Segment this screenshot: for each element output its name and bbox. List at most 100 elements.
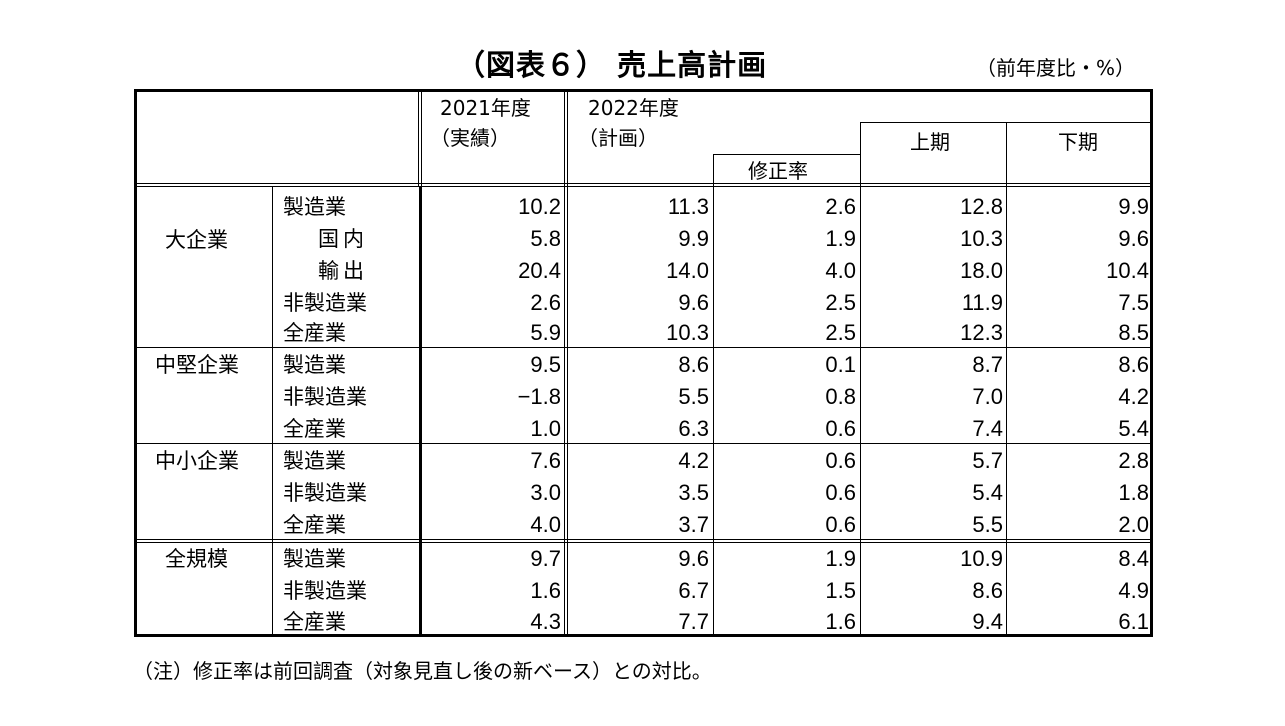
first-half-value: 10.3 (960, 226, 1003, 251)
first-half-value: 8.7 (972, 352, 1003, 377)
first-half-value: 5.4 (972, 480, 1003, 505)
second-half-value: 5.4 (1118, 416, 1149, 441)
fy2021-value: 1.0 (530, 416, 561, 441)
fy2021-value: 9.5 (530, 352, 561, 377)
first-half-value: 5.5 (972, 512, 1003, 537)
revision-value: 2.6 (825, 194, 856, 219)
second-half-value: 6.1 (1118, 609, 1149, 634)
revision-value: 0.6 (825, 416, 856, 441)
revision-value: 0.6 (825, 480, 856, 505)
first-half-value: 5.7 (972, 448, 1003, 473)
col-divider-second-half (1006, 122, 1007, 637)
fy2022-value: 9.9 (678, 226, 709, 251)
sector-label: 非製造業 (283, 291, 367, 315)
group-label: 全規模 (165, 547, 228, 571)
second-half-value: 8.6 (1118, 352, 1149, 377)
first-half-value: 7.4 (972, 416, 1003, 441)
revision-header-top-rule (713, 154, 860, 155)
fy2022-value: 3.5 (678, 480, 709, 505)
sector-label: 製造業 (283, 547, 346, 571)
first-half-value: 18.0 (960, 258, 1003, 283)
sector-label: 国内 (318, 227, 368, 251)
fy2022-value: 7.7 (678, 609, 709, 634)
second-half-value: 9.6 (1118, 226, 1149, 251)
revision-value: 1.5 (825, 578, 856, 603)
sector-label: 全産業 (283, 610, 346, 634)
group-label: 中小企業 (155, 449, 239, 473)
sector-label: 全産業 (283, 321, 346, 345)
col-divider-2022-left-2 (567, 89, 568, 637)
fy2021-value: −1.8 (517, 384, 561, 409)
revision-value: 1.9 (825, 226, 856, 251)
header-bottom-rule-2 (134, 186, 1153, 187)
header-2022-plan: （計画） (578, 126, 658, 150)
revision-value: 1.9 (825, 546, 856, 571)
fy2022-value: 9.6 (678, 546, 709, 571)
second-half-value: 9.9 (1118, 194, 1149, 219)
fy2021-value: 5.8 (530, 226, 561, 251)
first-half-value: 7.0 (972, 384, 1003, 409)
fy2021-value: 20.4 (518, 258, 561, 283)
group-separator-1 (134, 347, 1153, 348)
revision-value: 0.6 (825, 512, 856, 537)
fy2021-value: 4.0 (530, 512, 561, 537)
sector-label: 非製造業 (283, 481, 367, 505)
second-half-value: 10.4 (1106, 258, 1149, 283)
fy2021-value: 2.6 (530, 290, 561, 315)
sector-label: 輸出 (318, 259, 368, 283)
sector-label: 非製造業 (283, 385, 367, 409)
group-separator-2 (134, 443, 1153, 444)
unit-label: （前年度比・%） (976, 56, 1136, 80)
sales-plan-table (134, 89, 1153, 637)
sector-label: 全産業 (283, 417, 346, 441)
second-half-value: 2.8 (1118, 448, 1149, 473)
group-label: 中堅企業 (155, 353, 239, 377)
second-half-value: 4.9 (1118, 578, 1149, 603)
first-half-value: 12.8 (960, 194, 1003, 219)
second-half-value: 2.0 (1118, 512, 1149, 537)
sector-label: 全産業 (283, 513, 346, 537)
col-divider-group (272, 187, 273, 637)
header-revision-rate: 修正率 (748, 159, 808, 183)
revision-value: 4.0 (825, 258, 856, 283)
col-divider-2021-left (418, 89, 419, 186)
second-half-value: 8.4 (1118, 546, 1149, 571)
sector-label: 製造業 (283, 449, 346, 473)
fy2021-value: 5.9 (530, 320, 561, 345)
col-divider-first-half (860, 122, 861, 637)
fy2021-value: 7.6 (530, 448, 561, 473)
header-second-half: 下期 (1058, 130, 1098, 154)
first-half-value: 9.4 (972, 609, 1003, 634)
col-divider-2021-left-thick (419, 187, 422, 637)
group-separator-3b (134, 542, 1153, 543)
header-2022-year: 2022年度 (588, 96, 679, 120)
col-divider-2022-left (564, 89, 565, 637)
first-half-value: 12.3 (960, 320, 1003, 345)
fy2022-value: 10.3 (666, 320, 709, 345)
fy2021-value: 3.0 (530, 480, 561, 505)
fy2022-value: 6.3 (678, 416, 709, 441)
fy2022-value: 4.2 (678, 448, 709, 473)
second-half-value: 1.8 (1118, 480, 1149, 505)
header-2021-actual: （実績） (430, 126, 510, 150)
fy2022-value: 3.7 (678, 512, 709, 537)
revision-value: 2.5 (825, 290, 856, 315)
sector-label: 製造業 (283, 195, 346, 219)
header-bottom-rule (134, 183, 1153, 184)
footnote: （注）修正率は前回調査（対象見直し後の新ベース）との対比。 (133, 659, 712, 683)
second-half-value: 8.5 (1118, 320, 1149, 345)
fy2021-value: 9.7 (530, 546, 561, 571)
first-half-value: 11.9 (961, 290, 1003, 315)
revision-value: 0.8 (825, 384, 856, 409)
fy2022-value: 9.6 (678, 290, 709, 315)
first-half-value: 8.6 (972, 578, 1003, 603)
col-divider-revision (713, 154, 714, 637)
table-title: （図表６） 売上高計画 (456, 48, 768, 82)
revision-value: 0.6 (825, 448, 856, 473)
second-half-value: 4.2 (1118, 384, 1149, 409)
revision-value: 0.1 (825, 352, 856, 377)
sector-label: 製造業 (283, 353, 346, 377)
revision-value: 1.6 (825, 609, 856, 634)
first-half-value: 10.9 (960, 546, 1003, 571)
fy2021-value: 4.3 (530, 609, 561, 634)
